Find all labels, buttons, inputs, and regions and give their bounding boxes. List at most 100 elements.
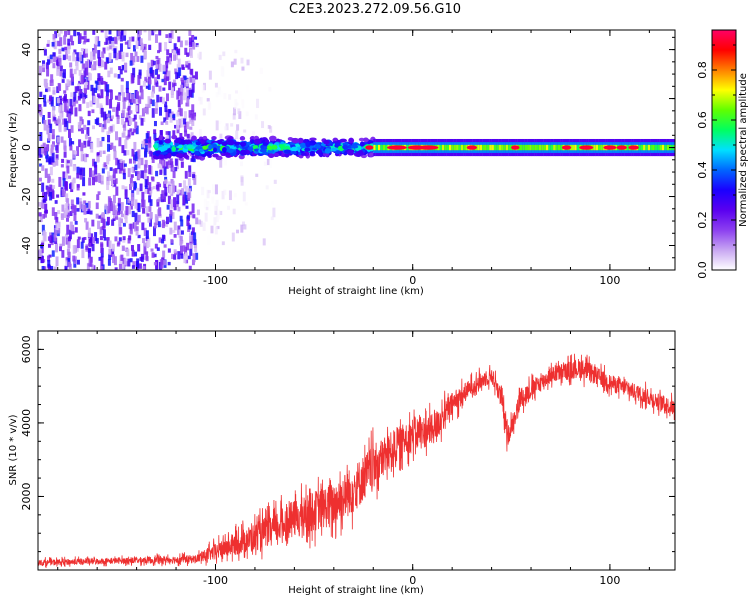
heatmap-cell [369, 152, 375, 158]
heatmap-cell [167, 70, 171, 81]
heatmap-cell [69, 35, 73, 42]
heatmap-cell [242, 221, 246, 226]
heatmap-cell [234, 90, 238, 94]
heatmap-cell [189, 248, 193, 256]
heatmap-cell [198, 96, 202, 101]
heatmap-cell [357, 150, 364, 155]
heatmap-cell [167, 248, 171, 253]
heatmap-cell [522, 144, 525, 151]
heatmap-cell [102, 80, 106, 85]
heatmap-cell [125, 117, 129, 123]
heatmap-cell [100, 175, 104, 185]
heatmap-cell [230, 123, 234, 127]
heatmap-cell [150, 176, 154, 181]
heatmap-cell [284, 152, 290, 158]
heatmap-cell [157, 221, 161, 228]
heatmap-cell [79, 201, 83, 210]
heatmap-cell [70, 105, 74, 115]
heatmap-cell [158, 107, 162, 116]
heatmap-cell [304, 147, 311, 152]
heatmap-cell [380, 144, 383, 151]
heatmap-cell [118, 217, 122, 226]
heatmap-cell [231, 232, 235, 242]
heatmap-cell [208, 144, 213, 150]
heatmap-cell [238, 91, 242, 100]
heatmap-cell [192, 41, 196, 50]
heatmap-cell [96, 93, 100, 98]
heatmap-cell [273, 152, 280, 158]
heatmap-cell [219, 210, 223, 216]
heatmap-cell [171, 184, 175, 194]
heatmap-cell [215, 92, 219, 98]
heatmap-cell [64, 46, 68, 51]
heatmap-cell [140, 170, 144, 179]
heatmap-cell [79, 116, 83, 121]
heatmap-cell [52, 63, 56, 69]
heatmap-cell [104, 61, 108, 70]
heatmap-cell [162, 87, 166, 91]
heatmap-cell [73, 30, 77, 37]
heatmap-cell [147, 62, 151, 71]
heatmap-cell [201, 84, 205, 93]
heatmap-cell [74, 227, 78, 233]
colorbar-label: Normalized spectral amplitude [738, 73, 749, 227]
heatmap-cell [42, 192, 46, 199]
heatmap-cell [62, 54, 66, 61]
heatmap-cell [101, 51, 105, 59]
heatmap-cell [132, 45, 136, 52]
heatmap-cell [165, 34, 169, 39]
heatmap-cell [145, 251, 149, 260]
heatmap-cell [163, 244, 167, 248]
heatmap-cell [98, 256, 102, 261]
heatmap-cell [45, 88, 49, 92]
heatmap-cell [183, 139, 191, 145]
heatmap-cell [188, 172, 192, 177]
heatmap-cell [69, 159, 73, 167]
heatmap-cell [171, 180, 175, 186]
heatmap-cell [84, 82, 88, 89]
heatmap-cell [155, 55, 159, 60]
heatmap-cell [60, 136, 64, 143]
heatmap-cell [188, 115, 192, 124]
heatmap-cell [106, 216, 110, 225]
heatmap-cell [155, 82, 159, 87]
heatmap-cell [553, 144, 556, 151]
heatmap-cell [151, 252, 155, 258]
heatmap-cell [142, 238, 146, 244]
heatmap-cell [97, 73, 101, 82]
heatmap-cell [110, 142, 114, 150]
heatmap-cell [145, 138, 149, 144]
heatmap-cell [97, 57, 101, 67]
heatmap-cell [42, 213, 46, 219]
heatmap-cell [85, 154, 89, 158]
heatmap-cell [347, 149, 354, 156]
heatmap-cell [190, 68, 194, 76]
heatmap-cell [158, 140, 163, 145]
heatmap-cell [73, 205, 77, 216]
heatmap-cell [65, 257, 69, 263]
heatmap-cell [41, 240, 45, 245]
heatmap-cell [90, 142, 94, 153]
heatmap-cell [165, 120, 169, 125]
heatmap-cell [187, 63, 191, 70]
heatmap-cell [103, 111, 107, 122]
heatmap-cell [149, 199, 153, 206]
heatmap-cell [39, 154, 43, 158]
heatmap-cell [121, 65, 125, 71]
heatmap-cell [104, 30, 108, 38]
heatmap-cell [70, 73, 74, 82]
heatmap-cell [121, 132, 125, 138]
heatmap-cell [234, 49, 238, 54]
heatmap-cell [437, 144, 440, 151]
heatmap-cell [151, 91, 155, 98]
heatmap-cell [206, 98, 210, 102]
heatmap-cell [42, 60, 46, 67]
heatmap-cell [192, 158, 196, 163]
heatmap-cell [107, 171, 111, 178]
heatmap-y-tick-label: 0 [20, 144, 33, 151]
heatmap-cell [163, 180, 167, 184]
heatmap-cell [66, 203, 70, 210]
heatmap-cell [59, 243, 63, 248]
heatmap-cell [242, 191, 246, 202]
heatmap-cell [179, 236, 183, 246]
